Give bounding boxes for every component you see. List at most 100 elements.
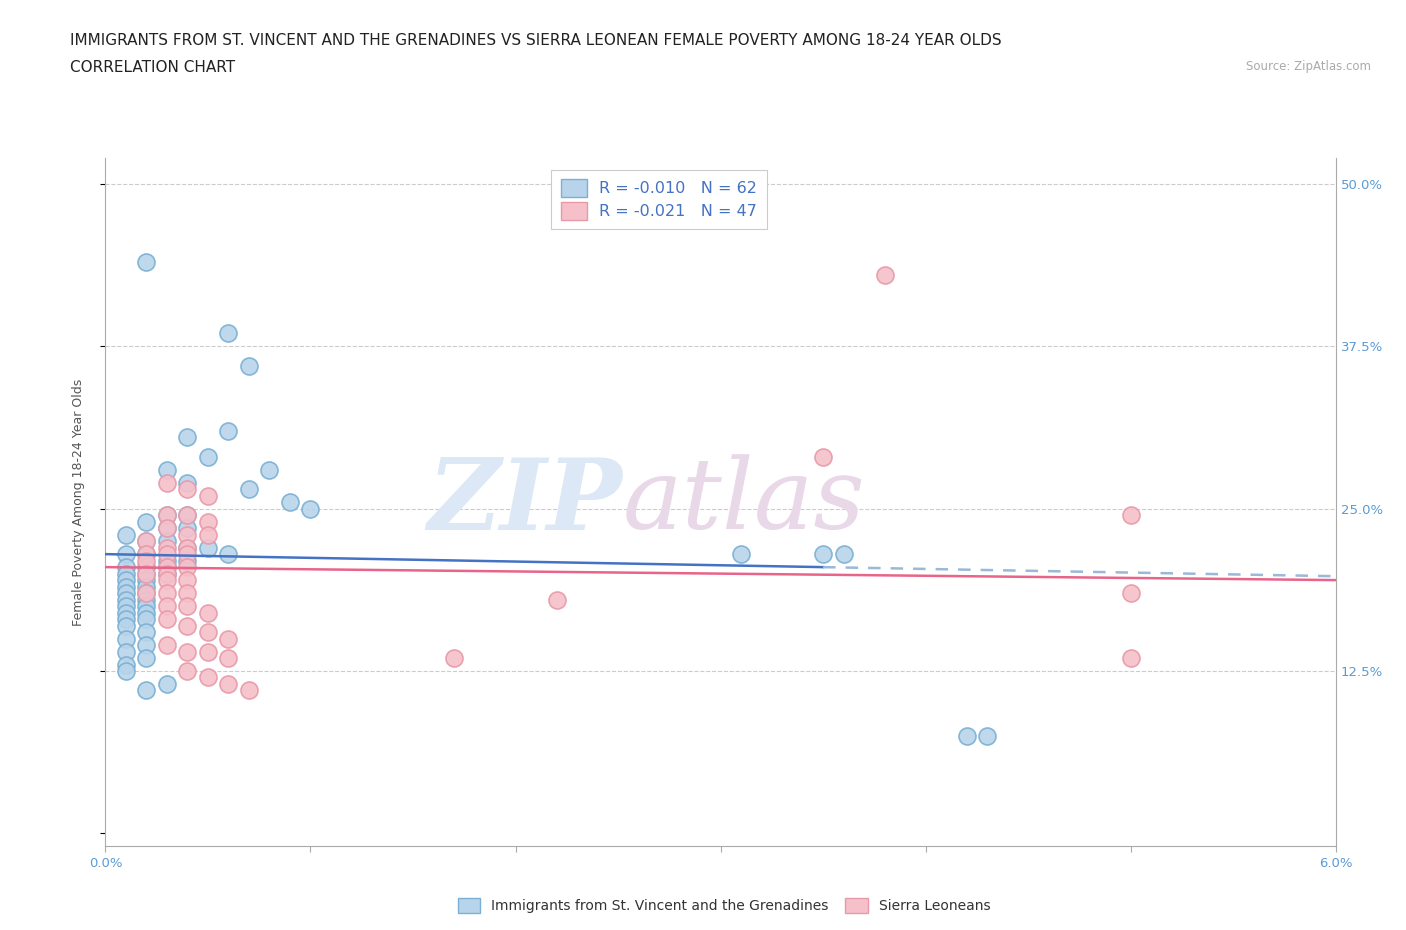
Point xyxy=(135,683,157,698)
Point xyxy=(832,547,855,562)
Point xyxy=(115,631,138,646)
Point xyxy=(135,586,157,601)
Point xyxy=(156,508,179,523)
Point xyxy=(176,547,198,562)
Point xyxy=(115,579,138,594)
Point xyxy=(156,462,179,477)
Point xyxy=(115,605,138,620)
Point xyxy=(873,268,896,283)
Point xyxy=(811,547,834,562)
Point xyxy=(156,521,179,536)
Text: atlas: atlas xyxy=(621,455,865,550)
Y-axis label: Female Poverty Among 18-24 Year Olds: Female Poverty Among 18-24 Year Olds xyxy=(72,379,84,626)
Point xyxy=(135,547,157,562)
Point xyxy=(135,560,157,575)
Point xyxy=(197,625,219,640)
Point xyxy=(156,586,179,601)
Text: ZIP: ZIP xyxy=(427,454,621,551)
Point xyxy=(1119,508,1142,523)
Point xyxy=(156,540,179,555)
Point xyxy=(156,560,179,575)
Point xyxy=(176,508,198,523)
Point xyxy=(176,540,198,555)
Point xyxy=(115,547,138,562)
Legend: Immigrants from St. Vincent and the Grenadines, Sierra Leoneans: Immigrants from St. Vincent and the Gren… xyxy=(453,892,995,919)
Point xyxy=(299,501,322,516)
Point xyxy=(135,625,157,640)
Point xyxy=(135,586,157,601)
Point xyxy=(135,599,157,614)
Point xyxy=(135,573,157,588)
Point xyxy=(135,566,157,581)
Point xyxy=(176,664,198,679)
Point xyxy=(115,664,138,679)
Point xyxy=(218,547,240,562)
Point xyxy=(156,475,179,490)
Point xyxy=(115,560,138,575)
Point xyxy=(176,618,198,633)
Point xyxy=(135,638,157,653)
Point xyxy=(135,651,157,666)
Point xyxy=(197,605,219,620)
Point xyxy=(197,514,219,529)
Point xyxy=(115,573,138,588)
Point xyxy=(156,547,179,562)
Point xyxy=(115,527,138,542)
Point xyxy=(135,255,157,270)
Point xyxy=(238,358,260,373)
Point xyxy=(135,553,157,568)
Point xyxy=(156,573,179,588)
Point xyxy=(197,488,219,503)
Point xyxy=(156,612,179,627)
Point xyxy=(1119,586,1142,601)
Point xyxy=(238,683,260,698)
Point xyxy=(156,566,179,581)
Point xyxy=(176,573,198,588)
Point xyxy=(976,728,998,743)
Point xyxy=(238,482,260,497)
Point xyxy=(218,423,240,438)
Point xyxy=(197,540,219,555)
Text: IMMIGRANTS FROM ST. VINCENT AND THE GRENADINES VS SIERRA LEONEAN FEMALE POVERTY : IMMIGRANTS FROM ST. VINCENT AND THE GREN… xyxy=(70,33,1002,47)
Point xyxy=(115,618,138,633)
Point xyxy=(176,553,198,568)
Point xyxy=(115,592,138,607)
Point xyxy=(135,547,157,562)
Point xyxy=(176,482,198,497)
Point xyxy=(176,521,198,536)
Point xyxy=(176,540,198,555)
Point xyxy=(218,631,240,646)
Point xyxy=(259,462,281,477)
Point xyxy=(197,449,219,464)
Point xyxy=(135,534,157,549)
Point xyxy=(956,728,979,743)
Point xyxy=(156,599,179,614)
Point xyxy=(278,495,301,510)
Point xyxy=(115,566,138,581)
Point xyxy=(135,534,157,549)
Legend: R = -0.010   N = 62, R = -0.021   N = 47: R = -0.010 N = 62, R = -0.021 N = 47 xyxy=(551,169,766,229)
Point xyxy=(156,508,179,523)
Point xyxy=(176,599,198,614)
Point xyxy=(197,670,219,684)
Point xyxy=(176,475,198,490)
Point xyxy=(156,638,179,653)
Point xyxy=(218,651,240,666)
Point xyxy=(546,592,568,607)
Point xyxy=(115,644,138,659)
Point xyxy=(1119,651,1142,666)
Text: CORRELATION CHART: CORRELATION CHART xyxy=(70,60,235,75)
Point xyxy=(197,644,219,659)
Point xyxy=(135,579,157,594)
Point xyxy=(135,514,157,529)
Point xyxy=(443,651,465,666)
Point xyxy=(176,560,198,575)
Point xyxy=(176,508,198,523)
Point xyxy=(176,527,198,542)
Point xyxy=(218,326,240,340)
Point xyxy=(176,644,198,659)
Point xyxy=(730,547,752,562)
Point xyxy=(197,527,219,542)
Point xyxy=(135,566,157,581)
Point xyxy=(156,534,179,549)
